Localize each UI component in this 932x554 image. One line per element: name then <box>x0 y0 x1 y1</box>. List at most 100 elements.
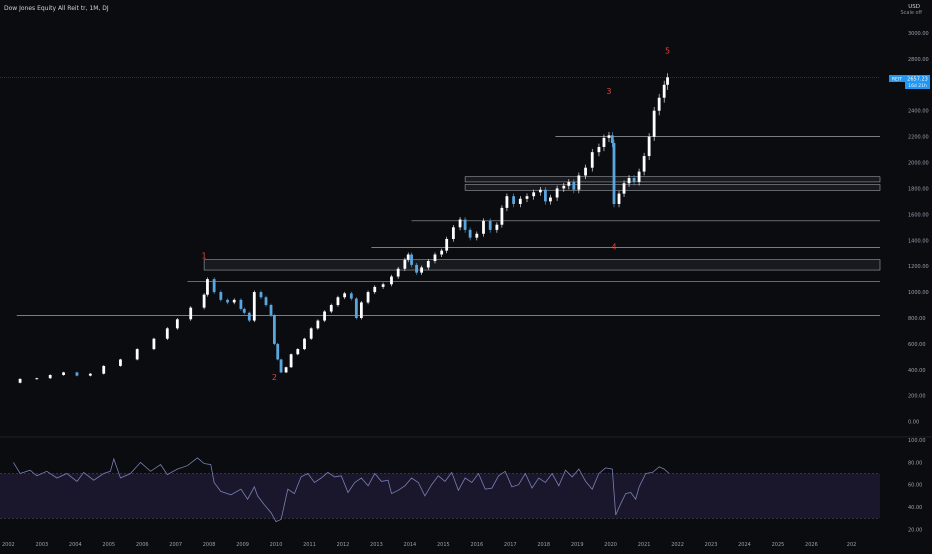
y-tick-label: 1600.00 <box>908 212 929 218</box>
x-tick-label: 2012 <box>337 542 350 548</box>
x-tick-label: 2003 <box>35 542 48 548</box>
candle-body <box>666 77 669 85</box>
wave-label: 5 <box>665 47 670 56</box>
rsi-tick-label: 60.00 <box>908 483 922 489</box>
candle-body <box>612 143 616 204</box>
y-tick-label: 2400.00 <box>908 109 929 115</box>
candle-body <box>488 220 492 230</box>
candle-body <box>627 178 631 184</box>
rsi-line <box>13 457 670 523</box>
x-tick-label: 2008 <box>203 542 216 548</box>
candle-body <box>420 267 423 273</box>
candle-body <box>272 315 276 344</box>
x-tick-label: 202 <box>847 542 857 548</box>
candle-body <box>366 292 370 303</box>
candle-body <box>329 305 333 312</box>
y-tick-label: 600.00 <box>908 342 926 348</box>
candle-body <box>538 189 542 193</box>
y-tick-label: 2200.00 <box>908 135 929 141</box>
candle-body <box>269 305 273 316</box>
candle-body <box>543 189 547 202</box>
candle-body <box>259 292 263 298</box>
sr-zone <box>464 184 881 191</box>
y-tick-label: 400.00 <box>908 368 926 374</box>
candle-body <box>632 178 636 182</box>
rsi-tick-label: 100.00 <box>908 438 926 444</box>
price-tag-countdown: 16d 21h <box>908 83 927 89</box>
y-tick-label: 2000.00 <box>908 161 929 167</box>
candle-body <box>165 328 169 339</box>
candle-body <box>410 254 413 265</box>
candle-body <box>88 373 92 376</box>
candle-body <box>555 188 559 198</box>
candle-body <box>495 224 499 230</box>
x-tick-label: 2026 <box>805 542 818 548</box>
candle-body <box>226 299 229 303</box>
candle-body <box>354 298 358 318</box>
candle-body <box>119 359 122 366</box>
wave-label: 4 <box>611 242 616 251</box>
y-tick-label: 0.00 <box>908 420 919 426</box>
x-tick-label: 2017 <box>504 542 517 548</box>
y-tick-label: 800.00 <box>908 316 926 322</box>
x-tick-label: 2021 <box>638 542 651 548</box>
candle-body <box>637 171 641 182</box>
candle-body <box>303 338 306 350</box>
x-tick-label: 2022 <box>671 542 684 548</box>
candle-body <box>396 268 400 277</box>
candle-body <box>433 254 437 261</box>
x-tick-label: 2014 <box>404 542 417 548</box>
candle-body <box>289 354 293 368</box>
candle-body <box>212 279 216 293</box>
wave-label: 3 <box>606 87 611 96</box>
candle-body <box>48 374 52 379</box>
x-tick-label: 2018 <box>537 542 550 548</box>
candle-body <box>451 227 455 239</box>
x-tick-label: 2007 <box>169 542 182 548</box>
rsi-band <box>0 473 880 519</box>
candle-body <box>518 198 522 204</box>
candle-body <box>279 359 283 373</box>
candle-body <box>562 185 566 189</box>
sr-zone <box>464 176 881 183</box>
candle-body <box>75 372 79 376</box>
candle-body <box>642 156 646 172</box>
currency-label: USD <box>908 4 920 10</box>
candle-body <box>572 181 576 190</box>
candle-body <box>276 343 280 360</box>
candle-body <box>617 193 621 204</box>
candle-body <box>247 312 251 321</box>
candle-body <box>463 219 467 230</box>
x-tick-label: 2024 <box>738 542 751 548</box>
candle-body <box>458 219 462 228</box>
wave-label: 2 <box>272 373 277 382</box>
candle-body <box>232 299 236 303</box>
last-price-tag: REIT 2657.23 16d 21h <box>889 75 930 89</box>
price-tag-value: 2657.23 <box>907 77 928 83</box>
candle-body <box>336 297 340 306</box>
candle-body <box>602 137 606 147</box>
x-tick-label: 2009 <box>236 542 249 548</box>
candle-body <box>406 254 410 260</box>
candle-body <box>102 365 106 374</box>
x-tick-label: 2013 <box>370 542 383 548</box>
candle-body <box>662 84 666 98</box>
y-tick-label: 1000.00 <box>908 290 929 296</box>
candle-body <box>647 136 651 157</box>
wave-label: 1 <box>202 251 207 260</box>
x-tick-label: 2002 <box>2 542 15 548</box>
candle-body <box>610 135 614 144</box>
x-tick-label: 2019 <box>571 542 584 548</box>
rsi-tick-label: 40.00 <box>908 505 922 511</box>
candle-body <box>403 259 407 269</box>
candle-body <box>500 207 504 225</box>
candle-body <box>135 349 139 360</box>
candle-body <box>316 320 320 329</box>
candle-body <box>390 276 393 285</box>
y-tick-label: 1200.00 <box>908 264 929 270</box>
candle-body <box>657 97 661 111</box>
candle-body <box>381 284 385 287</box>
